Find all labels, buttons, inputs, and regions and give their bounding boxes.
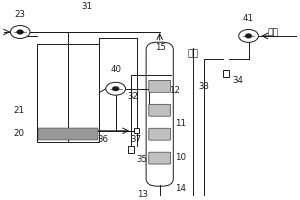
FancyBboxPatch shape xyxy=(149,128,171,140)
Text: 40: 40 xyxy=(110,65,121,74)
Text: 空气: 空气 xyxy=(268,28,279,37)
Text: 13: 13 xyxy=(137,190,148,199)
Text: 33: 33 xyxy=(198,82,209,91)
FancyBboxPatch shape xyxy=(146,42,173,186)
Text: 41: 41 xyxy=(243,14,254,23)
Text: 37: 37 xyxy=(130,135,142,144)
FancyBboxPatch shape xyxy=(149,104,171,116)
Text: 21: 21 xyxy=(14,106,25,115)
Text: 废气: 废气 xyxy=(188,49,199,58)
Circle shape xyxy=(106,82,125,95)
Circle shape xyxy=(245,34,252,38)
Text: 20: 20 xyxy=(14,129,25,138)
Circle shape xyxy=(10,26,30,38)
Text: 34: 34 xyxy=(232,76,243,85)
Text: 35: 35 xyxy=(136,155,148,164)
Text: 12: 12 xyxy=(169,86,180,95)
Bar xyxy=(37,44,99,142)
Text: 15: 15 xyxy=(155,43,167,52)
Text: 14: 14 xyxy=(176,184,186,193)
Text: 31: 31 xyxy=(82,2,93,11)
Circle shape xyxy=(239,29,258,42)
FancyBboxPatch shape xyxy=(149,80,171,92)
FancyBboxPatch shape xyxy=(149,152,171,164)
Text: 11: 11 xyxy=(176,119,186,128)
Circle shape xyxy=(17,30,24,34)
Circle shape xyxy=(112,86,119,91)
Bar xyxy=(38,128,98,140)
Bar xyxy=(134,128,139,133)
Text: 36: 36 xyxy=(97,135,108,144)
Bar xyxy=(128,146,134,153)
Text: 10: 10 xyxy=(176,153,186,162)
Text: 23: 23 xyxy=(15,10,26,19)
Text: 32: 32 xyxy=(128,92,139,101)
Bar xyxy=(223,70,229,77)
